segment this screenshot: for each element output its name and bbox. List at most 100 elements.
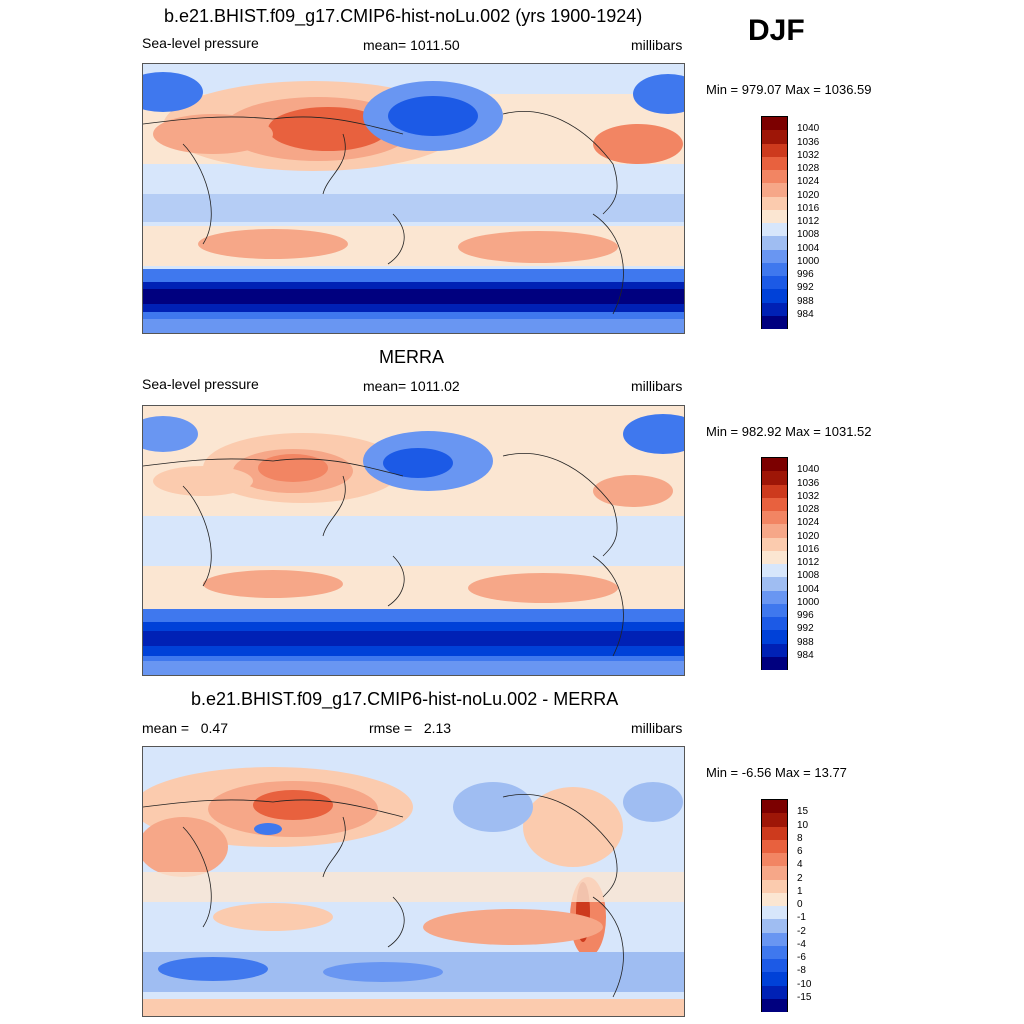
panel1-minmax: Min = 979.07 Max = 1036.59 <box>706 82 872 97</box>
panel1-colorbar-label: 1040 <box>797 123 820 135</box>
panel3-colorbar-label: 4 <box>797 859 803 871</box>
panel1-region-atlantic <box>593 124 683 164</box>
panel2-band-so3 <box>143 631 684 646</box>
cb3-swatch <box>762 879 787 893</box>
cb1-swatch <box>762 170 787 184</box>
cb3-swatch <box>762 959 787 973</box>
panel2-colorbar-label: 1040 <box>797 464 820 476</box>
panel1-band-ant <box>143 319 684 333</box>
panel2-band-ant <box>143 661 684 675</box>
cb3-swatch <box>762 932 787 946</box>
panel3-colorbar-label: -10 <box>797 978 812 990</box>
cb3-swatch <box>762 813 787 827</box>
panel1-region-asia3 <box>268 107 388 151</box>
panel3-colorbar-label: -4 <box>797 938 806 950</box>
panel1-aleutian-low2 <box>388 96 478 136</box>
cb2-swatch <box>762 617 787 631</box>
panel1-colorbar-label: 1036 <box>797 136 820 148</box>
panel3-tibet-neg <box>254 823 282 835</box>
panel1-colorbar-label: 1004 <box>797 242 820 254</box>
cb3-swatch <box>762 826 787 840</box>
panel3-colorbar-label: -8 <box>797 965 806 977</box>
panel1-region-europe <box>153 114 273 154</box>
cb3-swatch <box>762 985 787 999</box>
season-label: DJF <box>748 14 805 47</box>
panel1-high-indian <box>198 229 348 259</box>
panel2-colorbar-label: 988 <box>797 636 814 648</box>
cb3-swatch <box>762 800 787 814</box>
cb2-swatch <box>762 524 787 538</box>
panel3-field <box>143 747 684 1016</box>
panel3-colorbar-label: 15 <box>797 806 809 818</box>
panel1-units-label: millibars <box>631 37 683 53</box>
panel1-colorbar-label: 1032 <box>797 149 820 161</box>
panel1-map <box>142 63 685 334</box>
cb2-swatch <box>762 590 787 604</box>
cb2-swatch <box>762 537 787 551</box>
cb3-swatch <box>762 945 787 959</box>
panel2-region-atlantic <box>593 475 673 507</box>
panel1-colorbar-label: 992 <box>797 282 814 294</box>
panel2-colorbar-label: 1032 <box>797 490 820 502</box>
panel1-low-west <box>143 72 203 112</box>
panel2-colorbar-label: 1008 <box>797 570 820 582</box>
panel2-low-west <box>143 416 198 452</box>
panel3-coastlines <box>143 794 624 998</box>
panel2-colorbar <box>761 457 788 670</box>
cb1-swatch <box>762 130 787 144</box>
panel3-band-tropics <box>143 872 684 902</box>
panel1-colorbar-label: 1008 <box>797 229 820 241</box>
panel3-pacific-neg <box>453 782 533 832</box>
cb1-swatch <box>762 209 787 223</box>
cb2-swatch <box>762 484 787 498</box>
panel2-colorbar-label: 1004 <box>797 583 820 595</box>
panel2-map <box>142 405 685 676</box>
cb2-swatch <box>762 550 787 564</box>
cb2-swatch <box>762 630 787 644</box>
panel2-region-europe <box>153 466 253 496</box>
panel3-colorbar-label: -2 <box>797 925 806 937</box>
panel3-region-eurasia3 <box>253 790 333 820</box>
panel3-sh-pos1 <box>213 903 333 931</box>
cb3-swatch <box>762 892 787 906</box>
cb1-swatch <box>762 143 787 157</box>
panel2-high-indian <box>203 570 343 598</box>
cb3-swatch <box>762 839 787 853</box>
panel1-colorbar-label: 1020 <box>797 189 820 201</box>
panel2-colorbar-label: 1024 <box>797 517 820 529</box>
panel1-band-so3 <box>143 289 684 304</box>
panel3-rmse-label: rmse = 2.13 <box>369 720 452 736</box>
cb3-swatch <box>762 919 787 933</box>
panel2-coastlines <box>143 453 624 657</box>
cb1-swatch <box>762 196 787 210</box>
panel3-title: b.e21.BHIST.f09_g17.CMIP6-hist-noLu.002 … <box>191 689 619 709</box>
panel3-sh-pos2 <box>423 909 603 945</box>
panel1-title: b.e21.BHIST.f09_g17.CMIP6-hist-noLu.002 … <box>164 6 643 26</box>
panel3-colorbar-label: 0 <box>797 899 803 911</box>
cb1-swatch <box>762 276 787 290</box>
panel1-colorbar-label: 996 <box>797 269 814 281</box>
panel2-colorbar-label: 1016 <box>797 543 820 555</box>
panel2-colorbar-label: 1020 <box>797 530 820 542</box>
panel2-colorbar-label: 1012 <box>797 557 820 569</box>
panel1-colorbar-label: 1016 <box>797 202 820 214</box>
panel3-colorbar-label: -1 <box>797 912 806 924</box>
panel3-so-neg2 <box>323 962 443 982</box>
cb3-swatch <box>762 906 787 920</box>
panel1-field <box>143 64 684 333</box>
panel2-low-east <box>623 414 684 454</box>
panel3-colorbar-label: -15 <box>797 991 812 1003</box>
panel2-colorbar-label: 1028 <box>797 504 820 516</box>
panel3-minmax: Min = -6.56 Max = 13.77 <box>706 765 847 780</box>
panel1-colorbar <box>761 116 788 329</box>
cb2-swatch <box>762 497 787 511</box>
cb3-swatch <box>762 998 787 1012</box>
panel1-coastlines <box>143 111 624 315</box>
panel2-field <box>143 406 684 675</box>
panel3-colorbar-label: 1 <box>797 885 803 897</box>
cb1-swatch <box>762 249 787 263</box>
panel3-band-ant <box>143 999 684 1016</box>
panel3-region-africa <box>143 817 228 877</box>
panel3-so-neg1 <box>158 957 268 981</box>
cb1-swatch <box>762 289 787 303</box>
